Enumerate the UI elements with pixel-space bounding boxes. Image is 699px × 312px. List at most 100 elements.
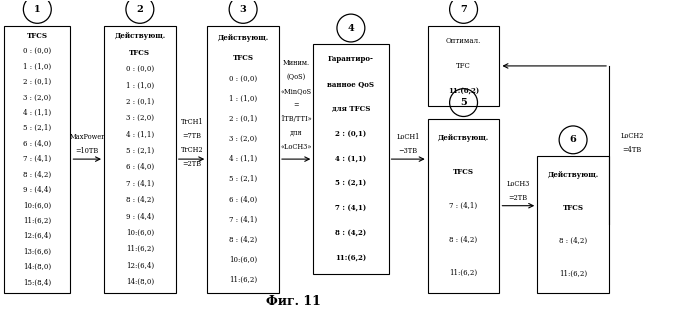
Text: TrCH2: TrCH2: [180, 146, 203, 154]
FancyBboxPatch shape: [428, 26, 500, 106]
Text: 1TB/TTI»: 1TB/TTI»: [280, 115, 312, 123]
Text: 14:(8,0): 14:(8,0): [126, 278, 154, 286]
Text: TFCS: TFCS: [27, 32, 48, 40]
Text: «MinQoS: «MinQoS: [281, 87, 312, 95]
Text: TFCS: TFCS: [233, 54, 254, 62]
Text: LoCH2: LoCH2: [620, 132, 644, 140]
Text: 0 : (0,0): 0 : (0,0): [126, 65, 154, 73]
Text: 6: 6: [570, 135, 577, 144]
Text: 3 : (2,0): 3 : (2,0): [229, 135, 257, 143]
Text: 7 : (4,1): 7 : (4,1): [449, 202, 477, 210]
Text: 4 : (1,1): 4 : (1,1): [23, 109, 52, 117]
Text: 11:(6,2): 11:(6,2): [336, 255, 366, 263]
Text: 5: 5: [460, 98, 467, 107]
Text: 8 : (4,2): 8 : (4,2): [229, 236, 257, 244]
Text: 1: 1: [34, 5, 41, 14]
FancyBboxPatch shape: [428, 119, 500, 293]
Text: 2 : (0,1): 2 : (0,1): [23, 78, 52, 86]
Text: 10:(6,0): 10:(6,0): [229, 256, 257, 264]
Text: 2: 2: [136, 5, 143, 14]
Text: 8 : (4,2): 8 : (4,2): [126, 196, 154, 204]
Text: TFC: TFC: [456, 62, 471, 70]
Text: 3 : (2,0): 3 : (2,0): [23, 93, 51, 101]
Text: 11:(6,2): 11:(6,2): [229, 276, 257, 284]
Text: 4 : (1,1): 4 : (1,1): [126, 130, 154, 139]
Text: 4 : (1,1): 4 : (1,1): [336, 155, 366, 163]
Text: 2 : (0,1): 2 : (0,1): [336, 130, 366, 138]
Text: 9 : (4,4): 9 : (4,4): [126, 212, 154, 221]
Text: 4 : (1,1): 4 : (1,1): [229, 155, 257, 163]
Text: Фиг. 11: Фиг. 11: [266, 295, 321, 308]
Text: TFCS: TFCS: [563, 204, 584, 212]
Text: 1 : (1,0): 1 : (1,0): [126, 81, 154, 89]
Text: LoCH3: LoCH3: [507, 180, 530, 188]
Text: 1 : (1,0): 1 : (1,0): [23, 63, 52, 71]
FancyBboxPatch shape: [207, 26, 279, 293]
Text: 12:(6,4): 12:(6,4): [126, 261, 154, 270]
Text: Действующ.: Действующ.: [114, 32, 166, 40]
Text: Оптимал.: Оптимал.: [446, 37, 481, 45]
FancyBboxPatch shape: [104, 26, 175, 293]
Text: 0 : (0,0): 0 : (0,0): [229, 75, 257, 82]
Text: 12:(6,4): 12:(6,4): [23, 232, 52, 240]
Text: TFCS: TFCS: [453, 168, 474, 176]
Text: 7: 7: [460, 5, 467, 14]
Text: 8 : (4,2): 8 : (4,2): [336, 230, 366, 238]
FancyBboxPatch shape: [313, 44, 389, 274]
Text: 11:(6,2): 11:(6,2): [126, 245, 154, 253]
Text: 7 : (4,1): 7 : (4,1): [23, 155, 52, 163]
Text: 0 : (0,0): 0 : (0,0): [23, 47, 52, 55]
Text: TFCS: TFCS: [129, 49, 150, 56]
Text: 7 : (4,1): 7 : (4,1): [229, 216, 257, 224]
Text: 5 : (2,1): 5 : (2,1): [23, 124, 52, 132]
Text: (QoS): (QoS): [287, 73, 306, 81]
Text: =10TB: =10TB: [75, 147, 99, 155]
Text: 10:(6,0): 10:(6,0): [23, 201, 52, 209]
Text: =: =: [294, 101, 299, 109]
Text: 5 : (2,1): 5 : (2,1): [126, 147, 154, 155]
Text: =7TB: =7TB: [182, 132, 201, 140]
FancyBboxPatch shape: [537, 156, 609, 293]
Text: 6 : (4,0): 6 : (4,0): [23, 140, 52, 148]
Text: Действующ.: Действующ.: [217, 34, 268, 42]
Text: Действующ.: Действующ.: [547, 171, 599, 179]
Text: 11:(6,2): 11:(6,2): [559, 270, 587, 278]
Text: для: для: [290, 129, 303, 137]
Text: 8 : (4,2): 8 : (4,2): [559, 237, 587, 245]
Text: Действующ.: Действующ.: [438, 134, 489, 142]
Text: 8 : (4,2): 8 : (4,2): [449, 236, 477, 243]
Text: 5 : (2,1): 5 : (2,1): [229, 175, 257, 183]
Text: −3TB: −3TB: [398, 147, 418, 155]
Text: ванное QoS: ванное QoS: [327, 80, 375, 88]
Text: MaxPower: MaxPower: [69, 133, 105, 141]
Text: 7 : (4,1): 7 : (4,1): [126, 180, 154, 188]
Text: 2 : (0,1): 2 : (0,1): [229, 115, 257, 123]
Text: 7 : (4,1): 7 : (4,1): [336, 205, 366, 213]
Text: 11:(6,2): 11:(6,2): [23, 217, 52, 225]
Text: 3: 3: [240, 5, 247, 14]
Text: 8 : (4,2): 8 : (4,2): [23, 171, 52, 178]
Text: 4: 4: [347, 23, 354, 32]
Text: 15:(8,4): 15:(8,4): [23, 279, 52, 286]
Text: 5 : (2,1): 5 : (2,1): [336, 180, 366, 188]
Text: 14:(8,0): 14:(8,0): [23, 263, 52, 271]
Text: 2 : (0,1): 2 : (0,1): [126, 98, 154, 106]
Text: 1 : (1,0): 1 : (1,0): [229, 95, 257, 103]
Text: «LoCH3»: «LoCH3»: [281, 143, 312, 151]
Text: 3 : (2,0): 3 : (2,0): [126, 114, 154, 122]
Text: 13:(6,6): 13:(6,6): [23, 248, 51, 256]
Text: 6 : (4,0): 6 : (4,0): [126, 163, 154, 171]
Text: 9 : (4,4): 9 : (4,4): [23, 186, 52, 194]
Text: =4TB: =4TB: [622, 146, 642, 154]
Text: LoCH1: LoCH1: [396, 133, 420, 141]
Text: 11:(6,2): 11:(6,2): [448, 87, 479, 95]
Text: =2TB: =2TB: [182, 160, 201, 168]
Text: 6 : (4,0): 6 : (4,0): [229, 195, 257, 203]
Text: TrCH1: TrCH1: [180, 118, 203, 126]
Text: 10:(6,0): 10:(6,0): [126, 229, 154, 237]
FancyBboxPatch shape: [4, 26, 71, 293]
Text: Гарантиро-: Гарантиро-: [328, 55, 374, 63]
Text: =2TB: =2TB: [509, 194, 528, 202]
Text: для TFCS: для TFCS: [332, 105, 370, 113]
Text: 11:(6,2): 11:(6,2): [449, 269, 477, 277]
